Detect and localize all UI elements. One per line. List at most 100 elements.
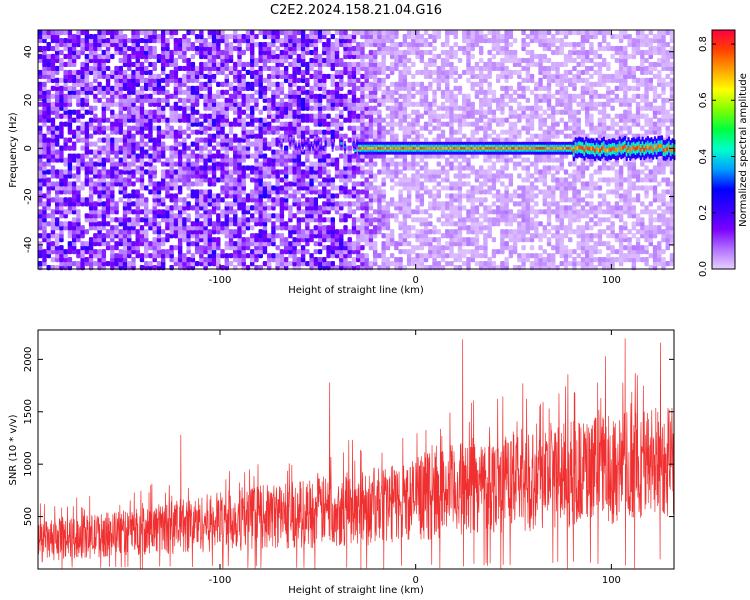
heatmap-cell xyxy=(457,161,463,167)
heatmap-cell xyxy=(453,253,458,259)
heatmap-cell xyxy=(67,137,73,143)
heatmap-cell xyxy=(466,173,471,179)
heatmap-cell xyxy=(326,261,331,267)
heatmap-cell xyxy=(63,201,68,207)
heatmap-cell xyxy=(199,261,204,267)
heatmap-cell xyxy=(135,197,140,203)
heatmap-cell xyxy=(97,257,102,263)
heatmap-cell xyxy=(453,85,458,91)
heatmap-cell xyxy=(173,169,179,175)
heatmap-cell xyxy=(76,101,81,107)
heatmap-cell xyxy=(487,37,492,44)
heatmap-cell xyxy=(152,33,157,40)
heatmap-cell xyxy=(466,30,471,36)
heatmap-cell xyxy=(228,157,234,163)
heatmap-cell xyxy=(398,233,403,239)
heatmap-cell xyxy=(54,201,60,207)
heatmap-cell xyxy=(139,169,145,175)
heatmap-cell xyxy=(317,181,323,187)
heatmap-cell xyxy=(173,141,179,147)
heatmap-cell xyxy=(199,245,204,251)
heatmap-cell xyxy=(71,201,77,207)
heatmap-cell xyxy=(148,169,153,175)
heatmap-cell xyxy=(177,185,183,191)
heatmap-cell xyxy=(283,257,289,263)
heatmap-cell xyxy=(411,173,416,179)
heatmap-cell xyxy=(97,37,102,44)
heatmap-cell xyxy=(63,249,68,255)
heatmap-cell xyxy=(398,161,403,167)
heatmap-cell xyxy=(495,249,501,255)
heatmap-cell xyxy=(152,241,157,247)
heatmap-cell xyxy=(474,217,480,223)
heatmap-cell xyxy=(42,137,47,143)
heatmap-cell xyxy=(300,30,306,36)
heatmap-cell xyxy=(84,169,90,175)
heatmap-cell xyxy=(76,197,81,203)
heatmap-cell xyxy=(330,177,336,183)
heatmap-cell xyxy=(118,197,124,203)
heatmap-cell xyxy=(173,81,179,87)
heatmap-cell xyxy=(207,133,213,139)
heatmap-cell xyxy=(122,77,128,83)
heatmap-cell xyxy=(283,121,289,127)
heatmap-cell xyxy=(152,149,157,155)
heatmap-cell xyxy=(466,257,471,263)
heatmap-cell xyxy=(144,121,149,127)
heatmap-cell xyxy=(67,49,73,56)
heatmap-cell xyxy=(177,133,183,139)
heatmap-cell xyxy=(63,141,68,147)
heatmap-cell xyxy=(445,193,450,199)
heatmap-cell xyxy=(428,237,433,243)
heatmap-cell xyxy=(322,57,327,64)
heatmap-cell xyxy=(322,41,327,48)
heatmap-cell xyxy=(127,77,132,83)
heatmap-cell xyxy=(186,161,191,167)
heatmap-cell xyxy=(462,165,467,171)
heatmap-cell xyxy=(411,245,416,251)
heatmap-cell xyxy=(186,261,191,267)
heatmap-cell xyxy=(440,129,446,135)
heatmap-cell xyxy=(186,169,191,175)
heatmap-cell xyxy=(415,161,420,167)
heatmap-cell xyxy=(38,101,43,107)
heatmap-cell xyxy=(199,173,204,179)
heatmap-cell xyxy=(131,77,136,83)
heatmap-cell xyxy=(478,45,484,52)
heatmap-cell xyxy=(127,225,132,231)
heatmap-cell xyxy=(38,69,43,76)
heatmap-cell xyxy=(381,177,386,183)
heatmap-cell xyxy=(194,145,200,151)
heatmap-cell xyxy=(67,93,73,99)
heatmap-cell xyxy=(97,233,102,239)
heatmap-cell xyxy=(521,77,526,83)
heatmap-cell xyxy=(194,85,200,91)
heatmap-cell xyxy=(347,229,352,235)
heatmap-cell xyxy=(381,241,386,247)
heatmap-cell xyxy=(186,181,191,187)
heatmap-cell xyxy=(309,105,314,111)
heatmap-cell xyxy=(118,89,124,95)
heatmap-cell xyxy=(122,257,128,263)
heatmap-cell xyxy=(169,213,174,219)
heatmap-cell xyxy=(97,193,102,199)
heatmap-cell xyxy=(135,233,140,239)
heatmap-cell xyxy=(71,37,77,44)
heatmap-cell xyxy=(445,261,450,267)
heatmap-cell xyxy=(182,169,187,175)
heatmap-cell xyxy=(275,169,280,175)
heatmap-cell xyxy=(122,201,128,207)
heatmap-cell xyxy=(63,61,68,68)
heatmap-cell xyxy=(220,153,225,159)
heatmap-cell xyxy=(445,69,450,76)
heatmap-cell xyxy=(46,189,51,195)
heatmap-cell xyxy=(203,245,208,251)
heatmap-cell xyxy=(88,149,94,155)
heatmap-cell xyxy=(169,209,174,215)
heatmap-cell xyxy=(80,97,85,103)
heatmap-cell xyxy=(190,205,196,211)
heatmap-cell xyxy=(101,177,107,183)
heatmap-cell xyxy=(415,229,420,235)
heatmap-cell xyxy=(495,30,501,36)
heatmap-cell xyxy=(93,73,98,79)
